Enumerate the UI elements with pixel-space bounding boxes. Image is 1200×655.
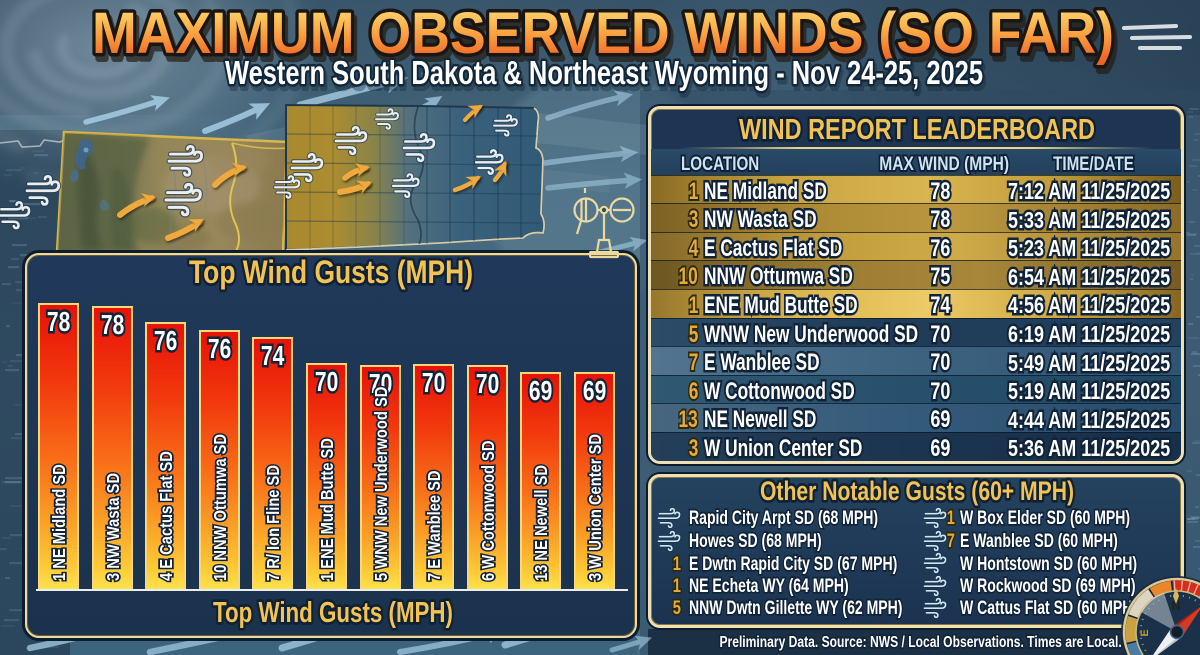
svg-text:Other Notable Gusts (60+ MPH): Other Notable Gusts (60+ MPH) (760, 477, 1074, 506)
svg-text:Western South Dakota & Northea: Western South Dakota & Northeast Wyoming… (227, 59, 985, 96)
svg-text:N: N (1171, 598, 1180, 613)
svg-text:MAXIMUM OBSERVED WINDS (SO FAR: MAXIMUM OBSERVED WINDS (SO FAR) (92, 1, 1114, 66)
svg-text:WIND REPORT LEADERBOARD: WIND REPORT LEADERBOARD (739, 114, 1095, 146)
svg-text:Top Wind Gusts (MPH): Top Wind Gusts (MPH) (189, 254, 473, 290)
svg-text:E: E (1139, 629, 1151, 636)
svg-text:Top Wind Gusts (MPH): Top Wind Gusts (MPH) (213, 597, 453, 629)
svg-text:MAXIMUM OBSERVED WINDS (SO FAR: MAXIMUM OBSERVED WINDS (SO FAR) (95, 7, 1117, 72)
svg-text:Western South Dakota & Northea: Western South Dakota & Northeast Wyoming… (225, 54, 983, 91)
